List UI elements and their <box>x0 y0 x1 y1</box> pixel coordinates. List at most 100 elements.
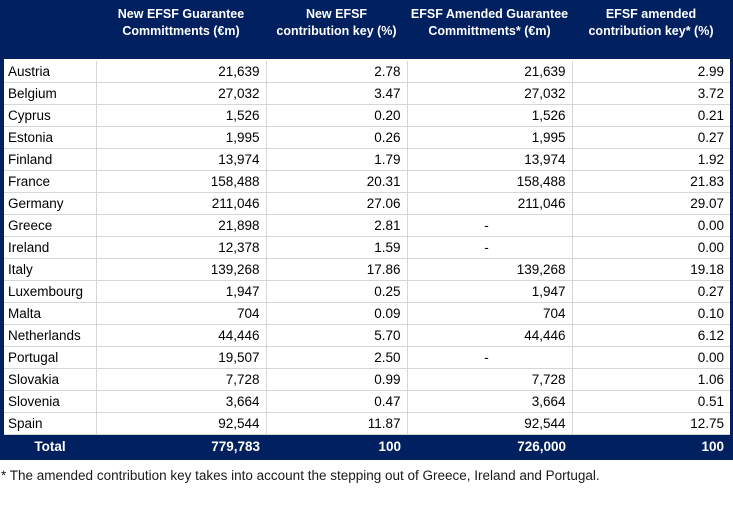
value-cell: 2.50 <box>265 346 408 369</box>
value-cell: 139,268 <box>406 258 573 281</box>
value-cell: 11.87 <box>265 412 408 435</box>
value-cell: 21,898 <box>95 214 267 237</box>
value-cell: 3,664 <box>95 390 267 413</box>
table-footer: Total 779,783 100 726,000 100 <box>4 434 730 457</box>
country-cell: Slovenia <box>4 390 97 413</box>
value-cell: 1.59 <box>265 236 408 259</box>
value-cell: 19.18 <box>571 258 730 281</box>
table-row: Malta 704 0.09 704 0.10 <box>4 302 730 325</box>
table-row: Estonia 1,995 0.26 1,995 0.27 <box>4 126 730 149</box>
value-cell: 1,995 <box>406 126 573 149</box>
value-cell: 0.00 <box>571 236 730 259</box>
total-value-cell: 100 <box>572 434 730 457</box>
value-cell: 27,032 <box>406 82 573 105</box>
table-row: Slovenia 3,664 0.47 3,664 0.51 <box>4 390 730 413</box>
country-cell: Estonia <box>4 126 97 149</box>
value-cell: 0.10 <box>571 302 730 325</box>
value-cell: 2.99 <box>571 59 730 83</box>
value-cell: 92,544 <box>95 412 267 435</box>
value-cell: 3.47 <box>265 82 408 105</box>
total-label: Total <box>4 434 96 457</box>
value-cell: 0.27 <box>571 126 730 149</box>
value-cell: 21,639 <box>406 59 573 83</box>
total-value-cell: 100 <box>266 434 407 457</box>
table-row: Ireland 12,378 1.59-0.00 <box>4 236 730 259</box>
table-row: Luxembourg 1,947 0.25 1,947 0.27 <box>4 280 730 303</box>
value-cell: 3.72 <box>571 82 730 105</box>
value-cell: 21,639 <box>95 59 267 83</box>
table-row: Italy 139,268 17.86 139,268 19.18 <box>4 258 730 281</box>
country-cell: France <box>4 170 97 193</box>
value-cell: 0.26 <box>265 126 408 149</box>
value-cell: - <box>406 346 573 369</box>
footnote-text: * The amended contribution key takes int… <box>1 468 600 483</box>
value-cell: - <box>406 236 573 259</box>
value-cell: 704 <box>406 302 573 325</box>
table-row: Cyprus 1,526 0.20 1,526 0.21 <box>4 104 730 127</box>
value-cell: 44,446 <box>95 324 267 347</box>
value-cell: 29.07 <box>571 192 730 215</box>
header-row: New EFSF Guarantee Committments (€m) New … <box>4 0 730 61</box>
value-cell: 19,507 <box>95 346 267 369</box>
corner-header-cell <box>4 0 96 61</box>
country-cell: Finland <box>4 148 97 171</box>
efsf-guarantee-table-frame: New EFSF Guarantee Committments (€m) New … <box>0 0 733 460</box>
value-cell: 5.70 <box>265 324 408 347</box>
value-cell: - <box>406 214 573 237</box>
value-cell: 2.78 <box>265 59 408 83</box>
total-value-cell: 779,783 <box>96 434 266 457</box>
value-cell: 13,974 <box>406 148 573 171</box>
value-cell: 6.12 <box>571 324 730 347</box>
country-cell: Spain <box>4 412 97 435</box>
table-header: New EFSF Guarantee Committments (€m) New … <box>4 0 730 61</box>
value-cell: 139,268 <box>95 258 267 281</box>
column-header: New EFSF Guarantee Committments (€m) <box>96 0 266 61</box>
country-cell: Cyprus <box>4 104 97 127</box>
value-cell: 0.20 <box>265 104 408 127</box>
country-cell: Germany <box>4 192 97 215</box>
country-cell: Austria <box>4 59 97 83</box>
country-cell: Slovakia <box>4 368 97 391</box>
country-cell: Greece <box>4 214 97 237</box>
value-cell: 17.86 <box>265 258 408 281</box>
value-cell: 1.06 <box>571 368 730 391</box>
value-cell: 0.99 <box>265 368 408 391</box>
country-cell: Portugal <box>4 346 97 369</box>
value-cell: 0.00 <box>571 346 730 369</box>
country-cell: Netherlands <box>4 324 97 347</box>
column-header: EFSF amended contribution key* (%) <box>572 0 730 61</box>
value-cell: 0.25 <box>265 280 408 303</box>
value-cell: 1.92 <box>571 148 730 171</box>
value-cell: 21.83 <box>571 170 730 193</box>
value-cell: 27,032 <box>95 82 267 105</box>
value-cell: 158,488 <box>95 170 267 193</box>
total-value-cell: 726,000 <box>407 434 572 457</box>
table-row: Germany 211,046 27.06 211,046 29.07 <box>4 192 730 215</box>
value-cell: 211,046 <box>406 192 573 215</box>
value-cell: 1,947 <box>406 280 573 303</box>
total-row: Total 779,783 100 726,000 100 <box>4 434 730 457</box>
value-cell: 12,378 <box>95 236 267 259</box>
value-cell: 0.47 <box>265 390 408 413</box>
country-cell: Ireland <box>4 236 97 259</box>
value-cell: 1,526 <box>95 104 267 127</box>
value-cell: 0.51 <box>571 390 730 413</box>
value-cell: 13,974 <box>95 148 267 171</box>
table-row: Portugal 19,507 2.50-0.00 <box>4 346 730 369</box>
country-cell: Luxembourg <box>4 280 97 303</box>
value-cell: 27.06 <box>265 192 408 215</box>
value-cell: 0.09 <box>265 302 408 325</box>
table-row: Spain 92,544 11.87 92,544 12.75 <box>4 412 730 435</box>
value-cell: 704 <box>95 302 267 325</box>
country-cell: Malta <box>4 302 97 325</box>
value-cell: 2.81 <box>265 214 408 237</box>
table-body: Austria 21,639 2.78 21,639 2.99 Belgium 27,032… <box>4 59 730 435</box>
country-cell: Belgium <box>4 82 97 105</box>
column-header: EFSF Amended Guarantee Committments* (€m… <box>407 0 572 61</box>
value-cell: 1,947 <box>95 280 267 303</box>
table-row: Finland 13,974 1.79 13,974 1.92 <box>4 148 730 171</box>
value-cell: 1.79 <box>265 148 408 171</box>
table-row: Austria 21,639 2.78 21,639 2.99 <box>4 59 730 83</box>
value-cell: 211,046 <box>95 192 267 215</box>
value-cell: 92,544 <box>406 412 573 435</box>
